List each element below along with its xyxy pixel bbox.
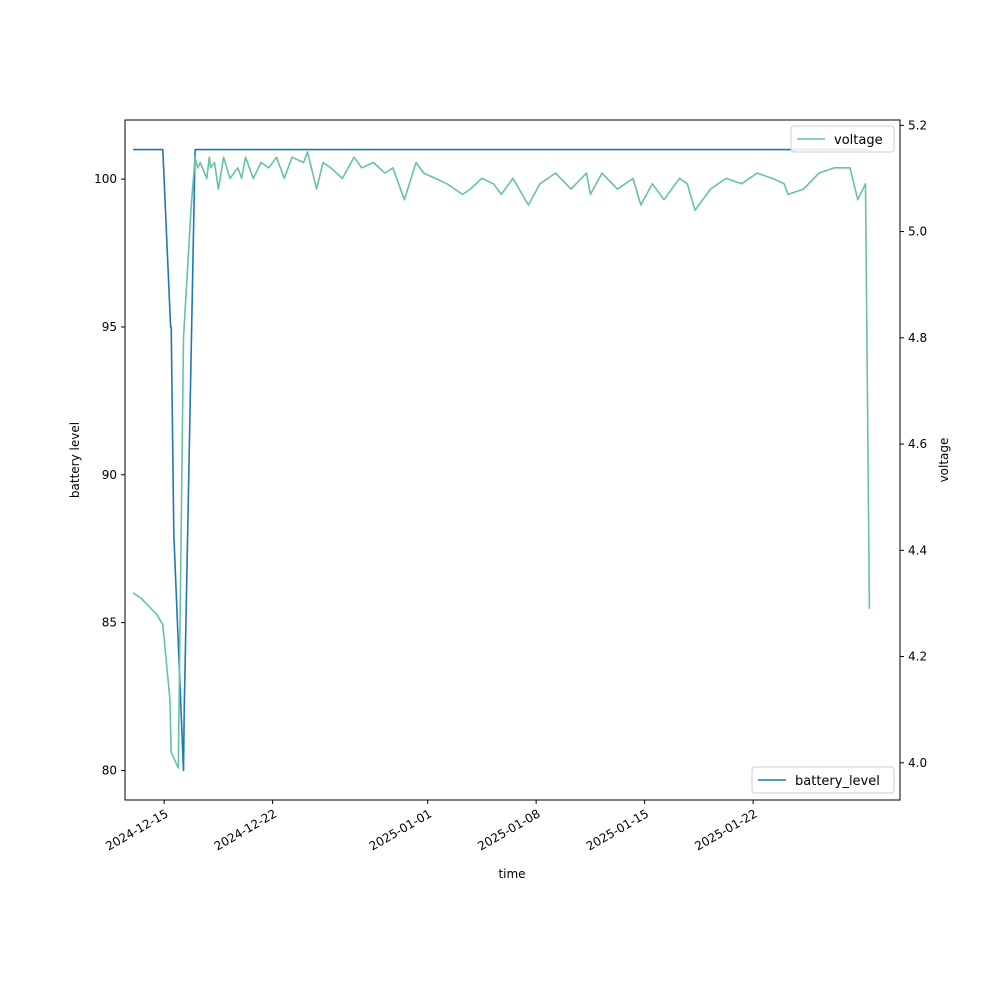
plot-area — [125, 120, 900, 800]
legend-voltage: voltage — [790, 125, 895, 153]
legend-box — [751, 766, 895, 794]
legend-battery-level: battery_level — [751, 766, 895, 794]
x-axis-label: time — [498, 867, 525, 881]
y-left-tick-label: 85 — [102, 616, 117, 630]
y-left-tick-label: 100 — [94, 172, 117, 186]
y-axis-right-label: voltage — [937, 438, 951, 483]
y-axis-left-label: battery level — [68, 422, 82, 498]
plot-frame — [124, 119, 901, 801]
y-right-tick-label: 4.8 — [908, 331, 927, 345]
y-right-tick-label: 4.0 — [908, 756, 927, 770]
series-layer — [132, 148, 871, 772]
y-right-tick-label: 5.2 — [908, 118, 927, 132]
y-right-tick-label: 5.0 — [908, 225, 927, 239]
series-line-battery-level — [133, 148, 869, 772]
y-axis-left: 80 85 90 95 100 — [94, 172, 125, 777]
axes-frame — [124, 119, 901, 801]
y-axis-right: 4.0 4.2 4.4 4.6 4.8 5.0 5.2 — [900, 118, 927, 770]
y-right-tick-label: 4.2 — [908, 650, 927, 664]
legend-label: battery_level — [795, 774, 880, 789]
y-left-tick-label: 90 — [102, 468, 117, 482]
y-left-tick-label: 95 — [102, 320, 117, 334]
y-right-tick-label: 4.6 — [908, 437, 927, 451]
y-right-tick-label: 4.4 — [908, 543, 927, 557]
legend-label: voltage — [834, 133, 883, 148]
legend-box — [790, 125, 895, 153]
plot-background — [125, 120, 900, 800]
series-line-voltage — [132, 151, 871, 769]
y-left-tick-label: 80 — [102, 763, 117, 777]
